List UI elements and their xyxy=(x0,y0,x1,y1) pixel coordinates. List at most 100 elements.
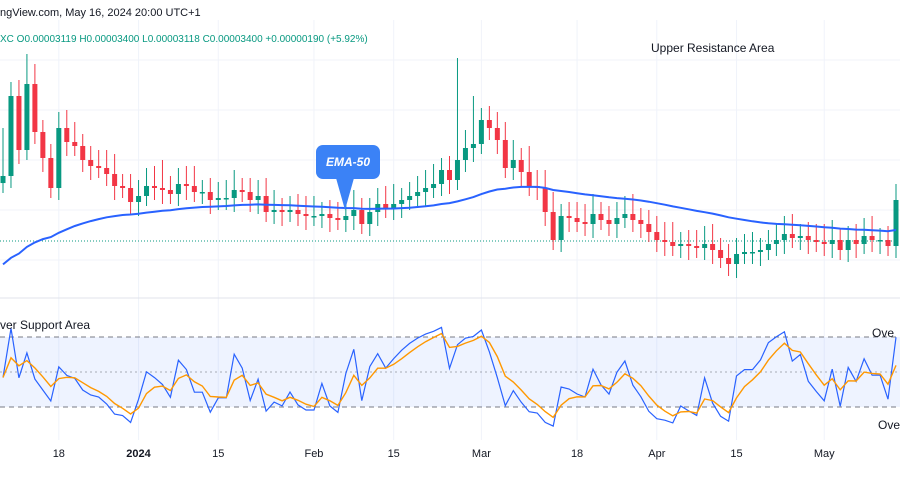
candle-body xyxy=(550,212,556,240)
ema-50-callout-pointer xyxy=(336,178,354,210)
candle-body xyxy=(144,186,150,196)
candles xyxy=(0,54,899,278)
candle-body xyxy=(72,142,78,146)
candle-body xyxy=(391,204,397,208)
candle-body xyxy=(805,236,811,240)
candle-body xyxy=(423,188,429,192)
candle-body xyxy=(335,218,341,220)
candle-body xyxy=(606,220,612,224)
candle-body xyxy=(247,192,253,200)
candle-body xyxy=(223,198,229,200)
candle-body xyxy=(869,236,875,240)
oscillator-fast-line xyxy=(2,326,897,427)
candle-body xyxy=(845,240,851,250)
candle-body xyxy=(861,236,867,244)
x-tick-label: Feb xyxy=(304,448,324,460)
candle-body xyxy=(191,186,197,192)
x-tick-label: 15 xyxy=(387,448,400,460)
candle-body xyxy=(765,244,771,250)
candle-body xyxy=(239,190,245,192)
candle-body xyxy=(829,240,835,244)
candle-body xyxy=(877,240,883,242)
candle-body xyxy=(742,252,748,254)
candle-body xyxy=(582,222,588,224)
candle-body xyxy=(207,192,213,200)
candle-body xyxy=(526,172,532,186)
x-tick-label: 15 xyxy=(730,448,743,460)
candle-body xyxy=(287,210,293,212)
candle-body xyxy=(893,200,899,246)
candle-body xyxy=(279,210,285,212)
candle-body xyxy=(24,84,30,150)
candle-body xyxy=(510,160,516,168)
candle-body xyxy=(630,214,636,220)
ohlc-readout: XC O0.00003119 H0.00003400 L0.00003118 C… xyxy=(0,34,368,45)
candle-body xyxy=(40,132,46,158)
candle-body xyxy=(120,186,126,188)
candle-body xyxy=(327,214,333,218)
candle-body xyxy=(56,128,62,188)
candle-body xyxy=(80,146,86,160)
candle-body xyxy=(789,234,795,238)
candle-body xyxy=(167,190,173,194)
candle-body xyxy=(702,244,708,248)
candle-body xyxy=(694,246,700,248)
candle-body xyxy=(797,236,803,238)
candle-body xyxy=(359,210,365,224)
candle-body xyxy=(431,184,437,188)
chart-source-header: ngView.com, May 16, 2024 20:00 UTC+1 xyxy=(0,7,201,19)
x-tick-label: May xyxy=(813,448,835,460)
overbought-label: Ove xyxy=(872,326,895,340)
candle-body xyxy=(638,220,644,224)
lower-support-label: ver Support Area xyxy=(0,318,91,332)
candle-body xyxy=(88,160,94,166)
candle-body xyxy=(614,218,620,224)
candle-body xyxy=(303,214,309,216)
candle-body xyxy=(271,210,277,212)
candle-body xyxy=(654,232,660,240)
oversold-label: Ove xyxy=(878,418,900,432)
candle-body xyxy=(454,160,460,180)
candle-body xyxy=(678,244,684,246)
candle-body xyxy=(598,214,604,220)
candle-body xyxy=(0,176,6,184)
candle-body xyxy=(319,214,325,216)
oscillator-slow-line xyxy=(2,332,897,419)
candle-body xyxy=(813,240,819,242)
candle-body xyxy=(502,140,508,168)
candle-body xyxy=(781,234,787,240)
candle-body xyxy=(494,128,500,140)
candle-body xyxy=(734,254,740,264)
candle-body xyxy=(32,84,38,132)
candle-body xyxy=(837,240,843,250)
candle-body xyxy=(295,210,301,214)
candle-body xyxy=(351,210,357,216)
candle-body xyxy=(710,244,716,250)
candle-body xyxy=(470,144,476,148)
candle-body xyxy=(215,198,221,200)
candle-body xyxy=(407,196,413,200)
x-tick-label: Apr xyxy=(648,448,666,460)
candle-body xyxy=(486,120,492,128)
candle-body xyxy=(478,120,484,144)
candle-body xyxy=(757,250,763,252)
candle-body xyxy=(255,196,261,200)
candle-body xyxy=(566,216,572,218)
candle-body xyxy=(718,250,724,258)
candle-body xyxy=(183,184,189,186)
candle-body xyxy=(439,170,445,184)
candle-body xyxy=(821,242,827,244)
candle-body xyxy=(542,188,548,212)
candle-body xyxy=(16,96,22,150)
candle-body xyxy=(8,96,14,176)
candle-body xyxy=(399,200,405,204)
candle-body xyxy=(64,128,70,142)
candle-body xyxy=(662,240,668,242)
candle-body xyxy=(136,196,142,202)
candle-body xyxy=(199,192,205,194)
candle-body xyxy=(726,258,732,264)
candle-body xyxy=(686,244,692,246)
candle-body xyxy=(447,170,452,180)
candle-body xyxy=(462,148,468,160)
